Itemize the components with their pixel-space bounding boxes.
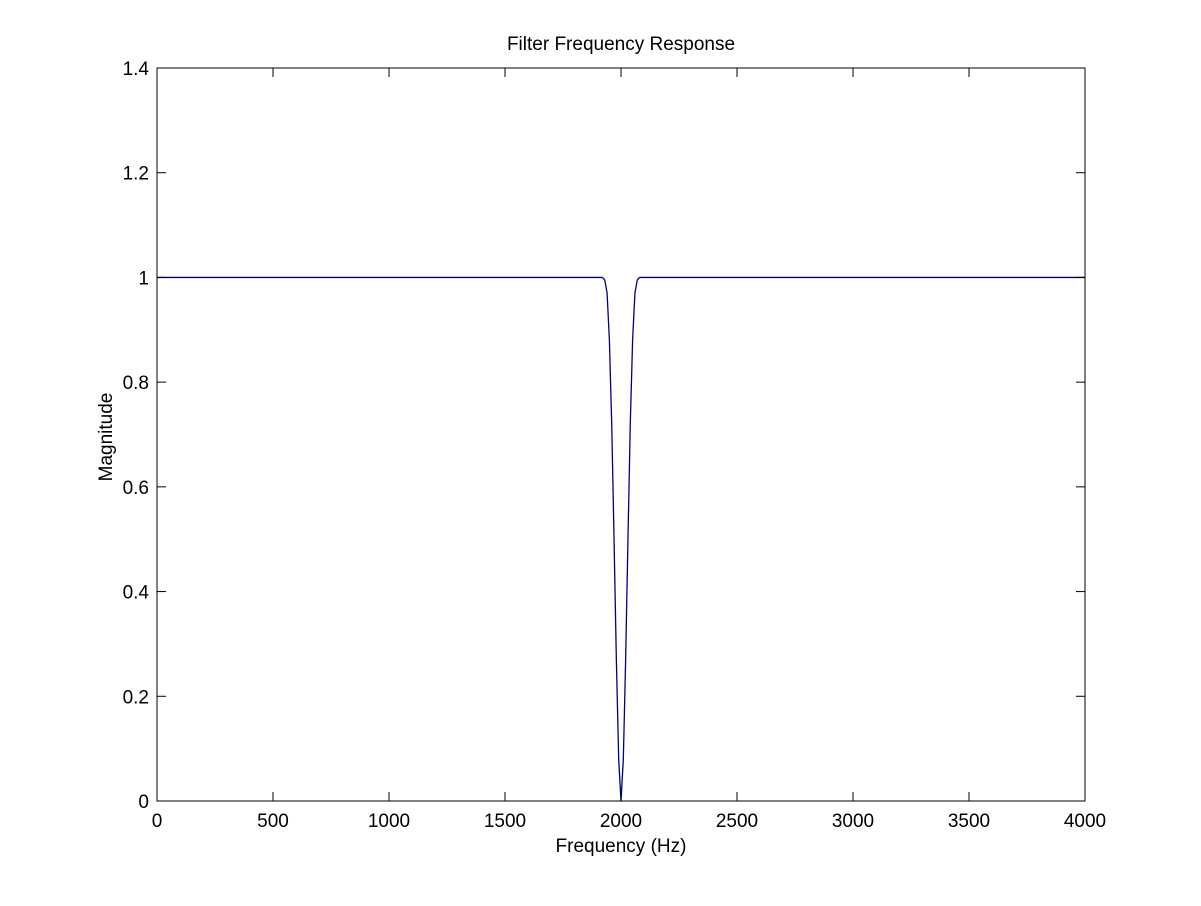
- x-tick-label: 2000: [600, 811, 642, 832]
- x-tick-label: 3000: [832, 811, 874, 832]
- y-tick-label: 0.8: [123, 373, 149, 394]
- x-tick-label: 4000: [1064, 811, 1106, 832]
- x-tick-label: 500: [257, 811, 289, 832]
- y-tick-label: 1.4: [123, 59, 150, 80]
- x-tick-label: 1500: [484, 811, 526, 832]
- plot-frame: [156, 67, 1086, 802]
- chart-title: Filter Frequency Response: [507, 34, 735, 55]
- y-tick-label: 1.2: [123, 164, 149, 185]
- y-tick-label: 0.6: [123, 478, 149, 499]
- y-axis-label: Magnitude: [96, 393, 117, 482]
- y-tick-label: 0.4: [123, 583, 150, 604]
- tick-layer: 0 500 1000 1500 2000 2500 3000 3500 4000 0 0.2 0.4 0…: [123, 59, 1107, 832]
- plot-area: [157, 68, 1085, 801]
- y-tick-label: 1: [138, 268, 149, 289]
- x-tick-label: 0: [152, 811, 163, 832]
- x-tick-label: 1000: [368, 811, 410, 832]
- x-tick-label: 2500: [716, 811, 758, 832]
- y-tick-label: 0: [138, 792, 149, 813]
- x-axis-label: Frequency (Hz): [556, 836, 687, 857]
- y-tick-label: 0.2: [123, 687, 149, 708]
- x-tick-label: 3500: [948, 811, 990, 832]
